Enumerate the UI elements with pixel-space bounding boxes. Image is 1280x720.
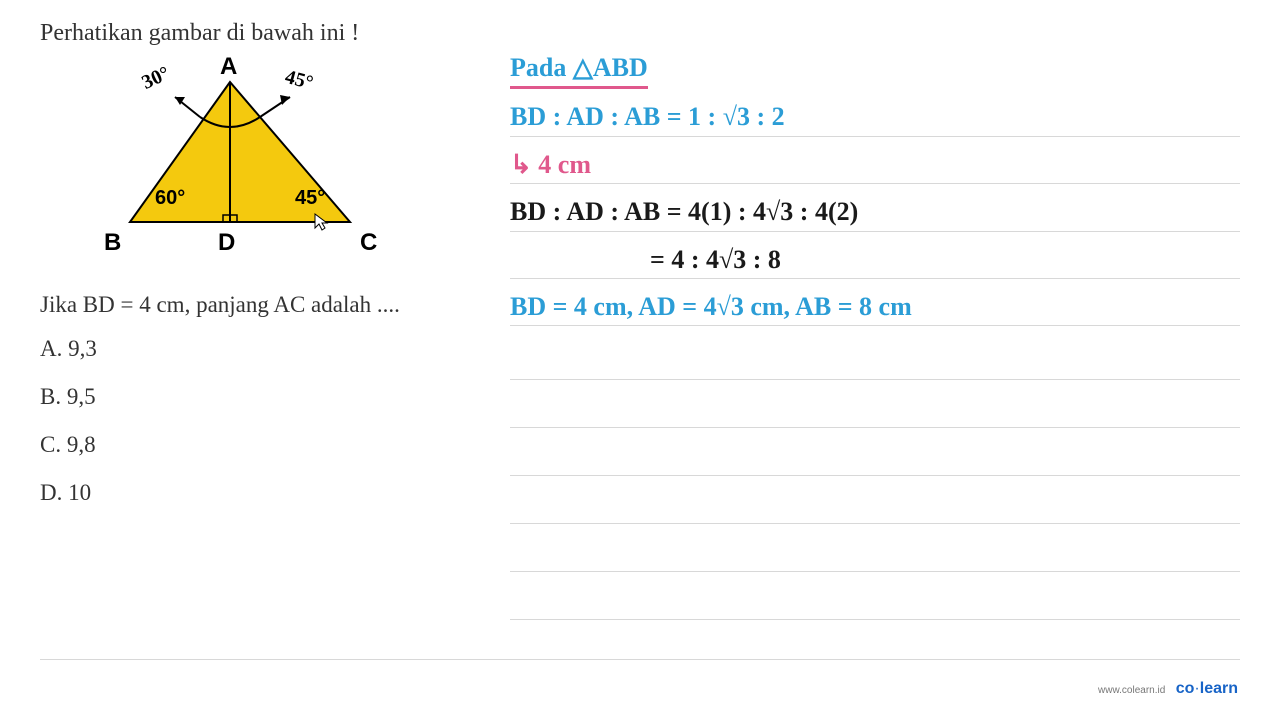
- bottom-rule: [40, 659, 1240, 660]
- page-container: Perhatikan gambar di bawah ini ! A B D C…: [0, 0, 1280, 720]
- ruled-line: [510, 524, 1240, 572]
- question-text: Jika BD = 4 cm, panjang AC adalah ....: [40, 292, 490, 318]
- work-line-2: BD : AD : AB = 1 : √3 : 2: [510, 95, 1240, 136]
- right-column: Pada △ABD BD : AD : AB = 1 : √3 : 2 ↳ 4 …: [490, 20, 1240, 710]
- brand-a: co: [1176, 680, 1195, 697]
- triangle-svg: [90, 57, 390, 277]
- angle-base-left: 60°: [155, 187, 185, 210]
- angle-base-right: 45°: [295, 187, 325, 210]
- ruled-line: [510, 428, 1240, 476]
- work-line-1-text: Pada △ABD: [510, 50, 648, 89]
- problem-heading: Perhatikan gambar di bawah ini !: [40, 20, 490, 47]
- ruled-line: [510, 332, 1240, 380]
- work-line-6: BD = 4 cm, AD = 4√3 cm, AB = 8 cm: [510, 285, 1240, 326]
- footer-site: www.colearn.id: [1098, 685, 1165, 696]
- footer: www.colearn.id co·learn: [1098, 680, 1238, 698]
- vertex-b-label: B: [104, 229, 121, 257]
- ruled-line: [510, 476, 1240, 524]
- option-d: D. 10: [40, 480, 490, 506]
- work-line-1: Pada △ABD: [510, 50, 1240, 89]
- work-line-4: BD : AD : AB = 4(1) : 4√3 : 4(2): [510, 190, 1240, 231]
- option-a: A. 9,3: [40, 336, 490, 362]
- triangle-figure: A B D C 30° 45° 60° 45°: [90, 57, 390, 277]
- vertex-d-label: D: [218, 229, 235, 257]
- cursor-icon: [312, 212, 330, 237]
- brand-b: learn: [1200, 680, 1238, 697]
- work-line-5: = 4 : 4√3 : 8: [510, 238, 1240, 279]
- vertex-c-label: C: [360, 229, 377, 257]
- options-list: A. 9,3 B. 9,5 C. 9,8 D. 10: [40, 336, 490, 506]
- option-c: C. 9,8: [40, 432, 490, 458]
- option-b: B. 9,5: [40, 384, 490, 410]
- work-line-3: ↳ 4 cm: [510, 143, 1240, 184]
- ruled-line: [510, 572, 1240, 620]
- vertex-a-label: A: [220, 53, 237, 81]
- ruled-line: [510, 380, 1240, 428]
- left-column: Perhatikan gambar di bawah ini ! A B D C…: [40, 20, 490, 710]
